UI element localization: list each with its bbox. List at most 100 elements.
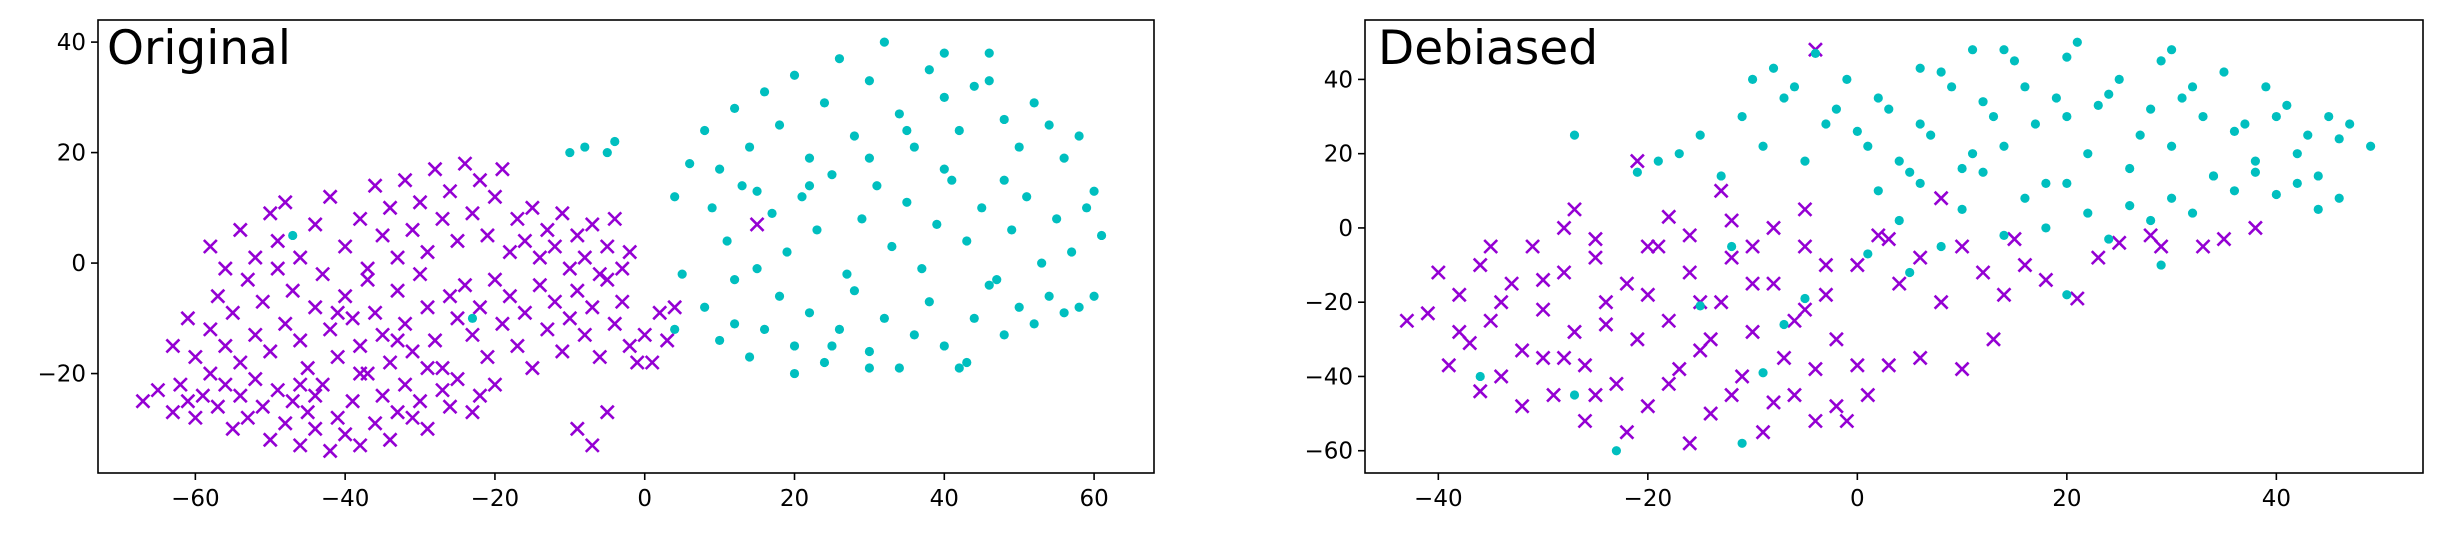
- data-point-circle-marker: [1569, 390, 1580, 400]
- data-point-x-marker: [232, 355, 248, 370]
- x-marker-stroke: [1797, 239, 1813, 254]
- x-marker-stroke: [300, 404, 316, 420]
- data-point-x-marker: [472, 388, 488, 404]
- data-point-x-marker: [1766, 276, 1781, 292]
- x-marker-stroke: [322, 321, 338, 337]
- data-point-x-marker: [629, 355, 645, 370]
- data-point-circle-marker: [1029, 319, 1039, 329]
- x-marker-stroke: [442, 183, 458, 199]
- x-marker-stroke: [1588, 250, 1603, 266]
- x-marker-stroke: [554, 344, 570, 359]
- data-point-circle-marker: [812, 225, 822, 235]
- data-point-circle-marker: [1089, 291, 1099, 301]
- data-point-x-marker: [307, 216, 323, 232]
- x-marker-stroke: [420, 421, 435, 437]
- x-marker-stroke: [1975, 265, 1991, 280]
- data-point-x-marker: [390, 283, 405, 299]
- data-point-circle-marker: [2166, 141, 2177, 151]
- x-marker-stroke: [1818, 287, 1834, 303]
- x-marker-stroke: [292, 250, 308, 265]
- data-point-x-marker: [1996, 287, 2012, 303]
- data-point-circle-marker: [580, 142, 590, 152]
- data-point-x-marker: [165, 404, 181, 420]
- data-point-x-marker: [270, 261, 286, 277]
- data-point-x-marker: [2216, 231, 2232, 247]
- x-marker-stroke: [1745, 276, 1761, 292]
- x-marker-stroke: [1472, 383, 1488, 399]
- x-marker-stroke: [465, 404, 480, 420]
- data-point-circle-marker: [887, 241, 897, 252]
- data-point-x-marker: [165, 338, 181, 354]
- data-point-x-marker: [412, 393, 428, 409]
- data-point-x-marker: [614, 294, 630, 310]
- x-marker-stroke: [644, 355, 660, 370]
- x-marker-stroke: [232, 222, 248, 238]
- data-point-x-marker: [202, 366, 218, 381]
- data-point-circle-marker: [1007, 225, 1017, 235]
- x-marker-stroke: [2143, 227, 2159, 243]
- data-point-circle-marker: [1737, 111, 1747, 122]
- data-point-x-marker: [405, 344, 420, 359]
- data-point-x-marker: [247, 250, 263, 265]
- data-point-x-marker: [225, 305, 241, 321]
- data-point-circle-marker: [602, 147, 612, 158]
- data-point-x-marker: [472, 172, 488, 188]
- data-point-circle-marker: [767, 208, 777, 218]
- x-marker-stroke: [382, 200, 398, 216]
- data-point-x-marker: [457, 156, 473, 172]
- data-point-x-marker: [487, 189, 503, 205]
- y-tick-label: −20: [1304, 290, 1353, 316]
- data-point-x-marker: [607, 316, 623, 332]
- data-point-circle-marker: [939, 48, 949, 58]
- x-marker-stroke: [2195, 239, 2211, 254]
- data-point-circle-marker: [700, 302, 710, 312]
- data-point-circle-marker: [939, 164, 949, 174]
- data-point-circle-marker: [2062, 178, 2072, 188]
- x-marker-stroke: [277, 415, 293, 431]
- x-marker-stroke: [262, 344, 278, 359]
- x-tick-label: 40: [930, 486, 959, 512]
- data-point-x-marker: [1661, 376, 1677, 392]
- data-point-x-marker: [524, 200, 540, 216]
- data-point-x-marker: [435, 382, 450, 398]
- data-point-circle-marker: [819, 98, 830, 108]
- data-point-x-marker: [1472, 257, 1488, 273]
- data-point-circle-marker: [2062, 290, 2072, 300]
- data-point-x-marker: [1504, 276, 1520, 292]
- data-point-circle-marker: [2146, 215, 2156, 226]
- data-point-circle-marker: [1779, 319, 1789, 330]
- x-marker-stroke: [285, 393, 301, 409]
- data-point-x-marker: [1588, 231, 1603, 247]
- data-point-x-marker: [1483, 313, 1499, 329]
- data-point-x-marker: [307, 388, 323, 404]
- data-point-circle-marker: [1947, 82, 1957, 92]
- data-point-circle-marker: [1074, 131, 1084, 141]
- data-point-circle-marker: [864, 76, 875, 86]
- x-marker-stroke: [270, 233, 286, 249]
- x-marker-stroke: [1472, 257, 1488, 273]
- data-point-x-marker: [330, 349, 346, 365]
- data-point-x-marker: [210, 399, 226, 415]
- data-point-x-marker: [1629, 331, 1645, 347]
- y-tick-label: 0: [71, 251, 86, 277]
- data-point-x-marker: [345, 310, 361, 326]
- x-marker-stroke: [1912, 350, 1928, 366]
- data-point-circle-marker: [1789, 82, 1800, 92]
- data-point-circle-marker: [1758, 368, 1768, 378]
- x-marker-stroke: [172, 377, 188, 393]
- data-point-circle-marker: [2240, 119, 2250, 129]
- y-tick-label: −20: [37, 362, 86, 388]
- data-point-circle-marker: [834, 54, 845, 64]
- data-point-x-marker: [292, 332, 308, 348]
- x-marker-stroke: [1745, 324, 1761, 340]
- data-point-x-marker: [1472, 383, 1488, 399]
- x-marker-stroke: [472, 388, 488, 404]
- data-point-circle-marker: [2271, 111, 2281, 122]
- data-point-x-marker: [2017, 257, 2033, 273]
- data-point-circle-marker: [467, 313, 478, 323]
- x-marker-stroke: [480, 349, 495, 365]
- data-point-circle-marker: [849, 286, 860, 296]
- data-point-x-marker: [1598, 317, 1614, 332]
- x-marker-stroke: [420, 299, 435, 315]
- x-marker-stroke: [524, 200, 540, 216]
